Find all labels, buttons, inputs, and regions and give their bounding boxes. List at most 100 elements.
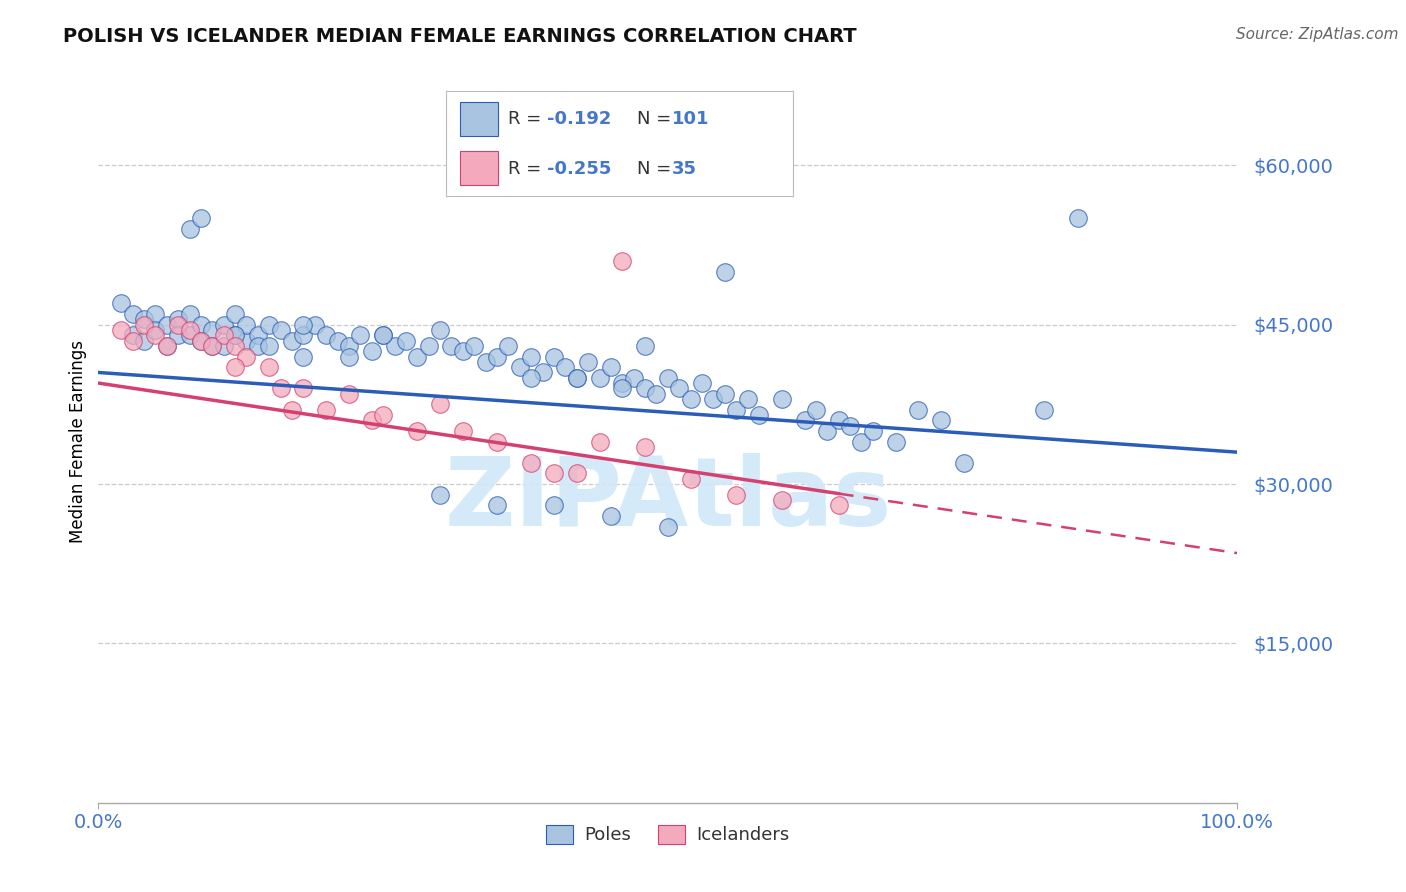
Point xyxy=(259,318,281,332)
Point xyxy=(543,498,565,512)
Text: POLISH VS ICELANDER MEDIAN FEMALE EARNINGS CORRELATION CHART: POLISH VS ICELANDER MEDIAN FEMALE EARNIN… xyxy=(63,27,856,45)
Point xyxy=(371,328,394,343)
Point xyxy=(406,424,429,438)
Point xyxy=(498,339,520,353)
Point xyxy=(212,318,235,332)
Point xyxy=(588,371,610,385)
Point xyxy=(212,339,235,353)
Point xyxy=(270,381,292,395)
Point xyxy=(657,519,679,533)
Point xyxy=(156,318,179,332)
Point xyxy=(770,493,793,508)
Point xyxy=(634,440,657,454)
Point xyxy=(645,386,668,401)
Point xyxy=(315,402,337,417)
Point xyxy=(121,334,143,348)
Point xyxy=(292,350,315,364)
Point xyxy=(612,381,634,395)
Point xyxy=(543,350,565,364)
Point xyxy=(281,402,304,417)
Point xyxy=(395,334,418,348)
Point xyxy=(588,434,610,449)
Point xyxy=(486,434,509,449)
Point xyxy=(486,498,509,512)
Point xyxy=(281,334,304,348)
Point xyxy=(634,381,657,395)
Point xyxy=(406,350,429,364)
Point xyxy=(543,467,565,481)
Point xyxy=(121,307,143,321)
Point xyxy=(429,488,451,502)
Point xyxy=(714,386,737,401)
Point xyxy=(179,222,201,236)
Text: Source: ZipAtlas.com: Source: ZipAtlas.com xyxy=(1236,27,1399,42)
Point xyxy=(657,371,679,385)
Point xyxy=(668,381,690,395)
Point xyxy=(429,397,451,411)
Text: ZIPAtlas: ZIPAtlas xyxy=(444,453,891,546)
Point xyxy=(884,434,907,449)
Point xyxy=(235,318,257,332)
Point xyxy=(600,360,623,375)
Point xyxy=(259,360,281,375)
Point xyxy=(851,434,873,449)
Point xyxy=(270,323,292,337)
Point xyxy=(929,413,952,427)
Point xyxy=(634,339,657,353)
Point xyxy=(337,350,360,364)
Point xyxy=(520,456,543,470)
Point xyxy=(235,350,257,364)
Point xyxy=(179,307,201,321)
Point xyxy=(145,307,167,321)
Point xyxy=(828,498,851,512)
Point xyxy=(224,360,246,375)
Point xyxy=(337,339,360,353)
Point xyxy=(815,424,838,438)
Point xyxy=(224,328,246,343)
Point xyxy=(690,376,713,390)
Point xyxy=(702,392,724,406)
Point xyxy=(714,264,737,278)
Point xyxy=(679,392,702,406)
Point xyxy=(520,371,543,385)
Point xyxy=(145,328,167,343)
Point xyxy=(292,328,315,343)
Point xyxy=(953,456,976,470)
Point xyxy=(612,376,634,390)
Point xyxy=(576,355,599,369)
Point xyxy=(418,339,440,353)
Point xyxy=(337,386,360,401)
Point xyxy=(292,381,315,395)
Point xyxy=(725,488,748,502)
Legend: Poles, Icelanders: Poles, Icelanders xyxy=(538,818,797,852)
Point xyxy=(463,339,485,353)
Point xyxy=(224,339,246,353)
Point xyxy=(520,350,543,364)
Point xyxy=(907,402,929,417)
Point xyxy=(371,328,394,343)
Point xyxy=(179,323,201,337)
Point xyxy=(486,350,509,364)
Point xyxy=(292,318,315,332)
Point xyxy=(167,312,190,326)
Point xyxy=(190,334,212,348)
Point xyxy=(110,323,132,337)
Point xyxy=(474,355,496,369)
Point xyxy=(132,312,155,326)
Point xyxy=(167,318,190,332)
Point xyxy=(509,360,531,375)
Point xyxy=(748,408,770,422)
Point xyxy=(179,328,201,343)
Point xyxy=(145,323,167,337)
Point xyxy=(770,392,793,406)
Point xyxy=(600,508,623,523)
Point xyxy=(804,402,827,417)
Point xyxy=(360,413,382,427)
Point xyxy=(201,323,224,337)
Point xyxy=(1067,211,1090,226)
Point xyxy=(315,328,337,343)
Point xyxy=(110,296,132,310)
Point xyxy=(304,318,326,332)
Point xyxy=(679,472,702,486)
Point xyxy=(1032,402,1054,417)
